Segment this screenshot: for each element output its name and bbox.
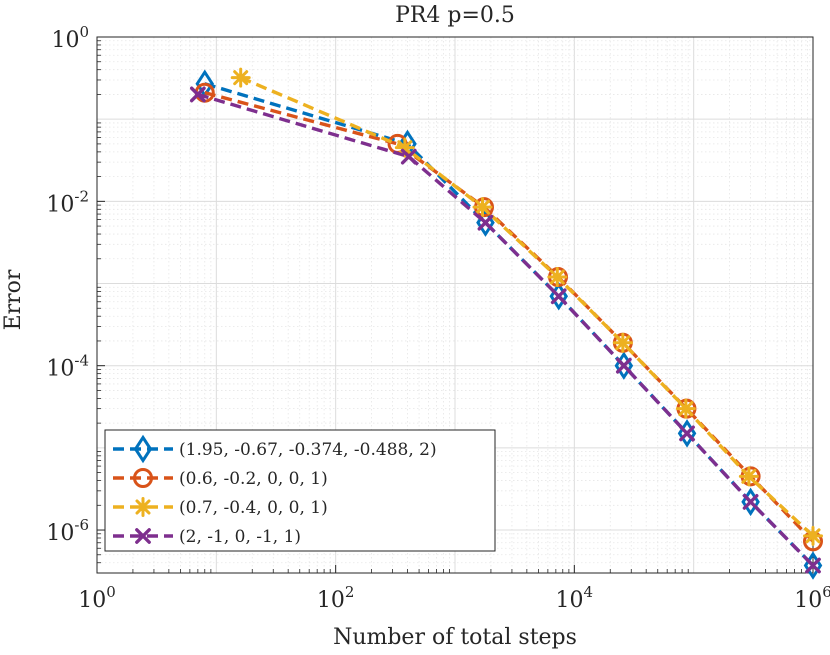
data-point [679,425,695,442]
data-point [612,332,633,353]
legend-item: (2, -1, 0, -1, 1) [113,527,301,547]
legend-item: (0.7, -0.4, 0, 0, 1) [113,497,328,518]
plot-frame [96,36,814,574]
data-point [738,466,759,487]
data-point [803,525,823,546]
x-tick-label: 100 [78,583,116,613]
series-line [240,76,815,538]
legend-marker [133,497,153,517]
legend-marker [133,468,153,488]
y-tick-label: 10-2 [46,187,89,217]
data-point [547,267,568,288]
series-line [204,82,815,567]
data-point [675,398,696,419]
labels: PR4 p=0.5 Number of total steps Error 10… [1,3,830,650]
series-line [204,91,815,543]
data-point [477,214,494,231]
series-group [189,67,823,580]
data-point [550,288,567,305]
legend-label: (2, -1, 0, -1, 1) [179,527,301,547]
legend: (1.95, -0.67, -0.374, -0.488, 2) (0.6, -0… [104,429,496,552]
legend-label: (0.6, -0.2, 0, 0, 1) [179,469,328,489]
data-point [230,67,251,88]
y-tick-label: 10-4 [46,352,89,382]
series-line [197,92,815,567]
data-point [742,493,759,510]
data-point [394,137,415,158]
x-tick-label: 104 [556,583,594,613]
series-star [230,67,823,546]
x-axis-label: Number of total steps [333,625,577,650]
series-x [189,86,821,574]
legend-marker [133,434,153,464]
y-tick-label: 10-6 [46,516,89,546]
legend-marker [135,528,151,544]
chart-title: PR4 p=0.5 [395,3,515,28]
data-point [615,357,632,374]
legend-label: (1.95, -0.67, -0.374, -0.488, 2) [179,440,437,460]
data-point [400,148,417,165]
legend-item: (1.95, -0.67, -0.374, -0.488, 2) [113,434,437,464]
tick-marks [96,36,814,574]
y-axis-label: Error [1,269,26,330]
data-point [805,557,821,574]
legend-label: (0.7, -0.4, 0, 0, 1) [179,498,328,518]
data-point [189,86,206,103]
data-point [472,197,493,218]
legend-item: (0.6, -0.2, 0, 0, 1) [113,468,328,489]
x-tick-label: 106 [794,583,830,613]
y-tick-label: 100 [51,23,89,53]
x-tick-label: 102 [317,583,355,613]
